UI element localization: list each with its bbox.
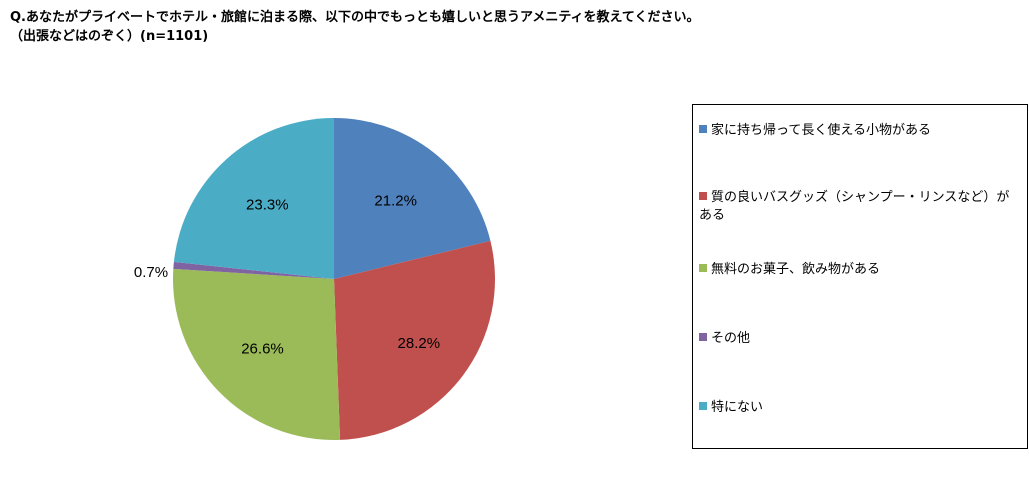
slice-label-bath-goods: 28.2% [398, 335, 441, 352]
pie-slice-souvenir [334, 118, 491, 279]
slice-label-souvenir: 21.2% [374, 193, 417, 210]
pie-slice-bath-goods [334, 240, 495, 440]
legend-item-other: その他 [699, 330, 1021, 348]
pie-slice-none [173, 118, 334, 279]
chart-legend: 家に持ち帰って長く使える小物がある 質の良いバスグッズ（シャンプー・リンスなど）… [692, 104, 1028, 449]
chart-subtitle: （出張などはのぞく）(n=1101) [10, 29, 209, 44]
legend-item-none: 特にない [699, 399, 1021, 417]
legend-label: 家に持ち帰って長く使える小物がある [711, 123, 931, 138]
chart-title-block: Q.あなたがプライベートでホテル・旅館に泊まる際、以下の中でもっとも嬉しいと思う… [10, 8, 700, 46]
legend-item-souvenir: 家に持ち帰って長く使える小物がある [699, 122, 1021, 140]
pie-slice-other [173, 261, 334, 279]
legend-label: その他 [711, 331, 751, 346]
legend-item-bath-goods: 質の良いバスグッズ（シャンプー・リンスなど）がある [699, 189, 1021, 225]
slice-label-snacks: 26.6% [241, 341, 284, 358]
legend-swatch [699, 333, 707, 341]
legend-label: 無料のお菓子、飲み物がある [711, 262, 881, 277]
legend-label: 特にない [711, 400, 764, 415]
legend-label: 質の良いバスグッズ（シャンプー・リンスなど）がある [699, 190, 1010, 223]
legend-swatch [699, 125, 707, 133]
slice-label-other: 0.7% [134, 264, 168, 281]
legend-item-snacks: 無料のお菓子、飲み物がある [699, 261, 1021, 279]
chart-title: Q.あなたがプライベートでホテル・旅館に泊まる際、以下の中でもっとも嬉しいと思う… [10, 10, 700, 25]
legend-swatch [699, 192, 707, 200]
pie-slice-snacks [173, 268, 341, 441]
slice-label-none: 23.3% [246, 197, 289, 214]
legend-swatch [699, 264, 707, 272]
legend-swatch [699, 402, 707, 410]
